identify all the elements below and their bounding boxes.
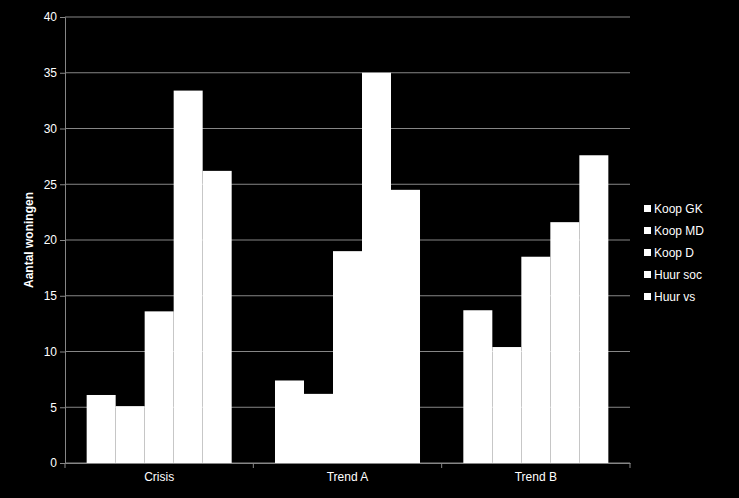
bar — [579, 155, 608, 463]
legend-item: Huur soc — [644, 268, 702, 282]
y-tick-label: 5 — [50, 401, 57, 415]
x-boundary-tick — [630, 463, 631, 468]
y-tick: 0 — [50, 456, 65, 470]
grid-line — [65, 240, 630, 241]
y-tick-label: 15 — [44, 289, 58, 303]
grid-line — [65, 17, 630, 18]
chart: 0 5 10 15 20 25 30 35 40 Crisis Trend A Trend B Aant… — [0, 0, 739, 498]
y-tick-mark — [60, 407, 65, 408]
y-tick: 40 — [44, 10, 65, 24]
bar — [463, 310, 492, 463]
y-tick: 5 — [50, 401, 65, 415]
bar — [275, 380, 304, 463]
legend-label: Koop GK — [654, 202, 703, 216]
y-tick-label: 35 — [44, 66, 58, 80]
y-tick-mark — [60, 184, 65, 185]
y-tick-mark — [60, 17, 65, 18]
legend-label: Huur vs — [654, 290, 695, 304]
y-tick: 30 — [44, 122, 65, 136]
legend-swatch — [644, 227, 651, 234]
y-tick-label: 40 — [44, 10, 58, 24]
bar — [333, 251, 362, 463]
y-tick: 20 — [44, 233, 65, 247]
y-tick-mark — [60, 296, 65, 297]
background — [0, 0, 739, 498]
bar — [391, 190, 420, 463]
y-tick-label: 30 — [44, 122, 58, 136]
y-tick-mark — [60, 240, 65, 241]
y-tick: 35 — [44, 66, 65, 80]
legend-label: Koop MD — [654, 224, 704, 238]
bar — [304, 394, 333, 463]
x-boundary-tick — [253, 463, 254, 468]
bar — [145, 311, 174, 463]
x-boundary-tick — [65, 463, 66, 468]
y-tick-mark — [60, 73, 65, 74]
grid-line — [65, 184, 630, 185]
grid-line — [65, 72, 630, 73]
y-axis-line — [60, 18, 66, 464]
x-tick: Trend A — [327, 463, 369, 484]
y-tick: 10 — [44, 345, 65, 359]
legend-item: Huur vs — [644, 290, 695, 304]
bar — [87, 395, 116, 463]
y-tick-label: 20 — [44, 233, 58, 247]
y-tick-mark — [60, 463, 65, 464]
plot: 0 5 10 15 20 25 30 35 40 Crisis Trend A Trend B — [44, 10, 631, 483]
legend-item: Koop MD — [644, 224, 704, 238]
bar — [492, 347, 521, 463]
x-tick: Crisis — [144, 463, 174, 484]
x-axis-line — [66, 463, 631, 464]
x-tick: Trend B — [515, 463, 557, 484]
bar — [362, 73, 391, 463]
bar — [550, 222, 579, 463]
legend: Koop GK Koop MD Koop D Huur soc Huur vs — [644, 202, 704, 304]
x-tick-label: Trend A — [327, 470, 369, 484]
grid-line — [65, 128, 630, 129]
bars — [87, 73, 609, 463]
bar — [174, 91, 203, 463]
legend-swatch — [644, 293, 651, 300]
x-axis: Crisis Trend A Trend B — [65, 463, 631, 484]
legend-item: Koop D — [644, 246, 694, 260]
y-axis: 0 5 10 15 20 25 30 35 40 — [44, 10, 66, 470]
y-tick-mark — [60, 129, 65, 130]
legend-label: Koop D — [654, 246, 694, 260]
bar — [116, 406, 145, 463]
x-boundary-tick — [441, 463, 442, 468]
y-tick: 15 — [44, 289, 65, 303]
y-tick-mark — [60, 352, 65, 353]
y-tick: 25 — [44, 178, 65, 192]
y-tick-label: 10 — [44, 345, 58, 359]
x-tick-label: Trend B — [515, 470, 557, 484]
legend-swatch — [644, 249, 651, 256]
legend-label: Huur soc — [654, 268, 702, 282]
y-tick-label: 0 — [50, 456, 57, 470]
bar — [203, 171, 232, 463]
legend-swatch — [644, 271, 651, 278]
y-axis-title: Aantal woningen — [22, 192, 36, 288]
y-tick-label: 25 — [44, 178, 58, 192]
bar — [521, 257, 550, 463]
x-tick-label: Crisis — [144, 470, 174, 484]
legend-item: Koop GK — [644, 202, 703, 216]
legend-swatch — [644, 205, 651, 212]
grid — [65, 17, 630, 463]
